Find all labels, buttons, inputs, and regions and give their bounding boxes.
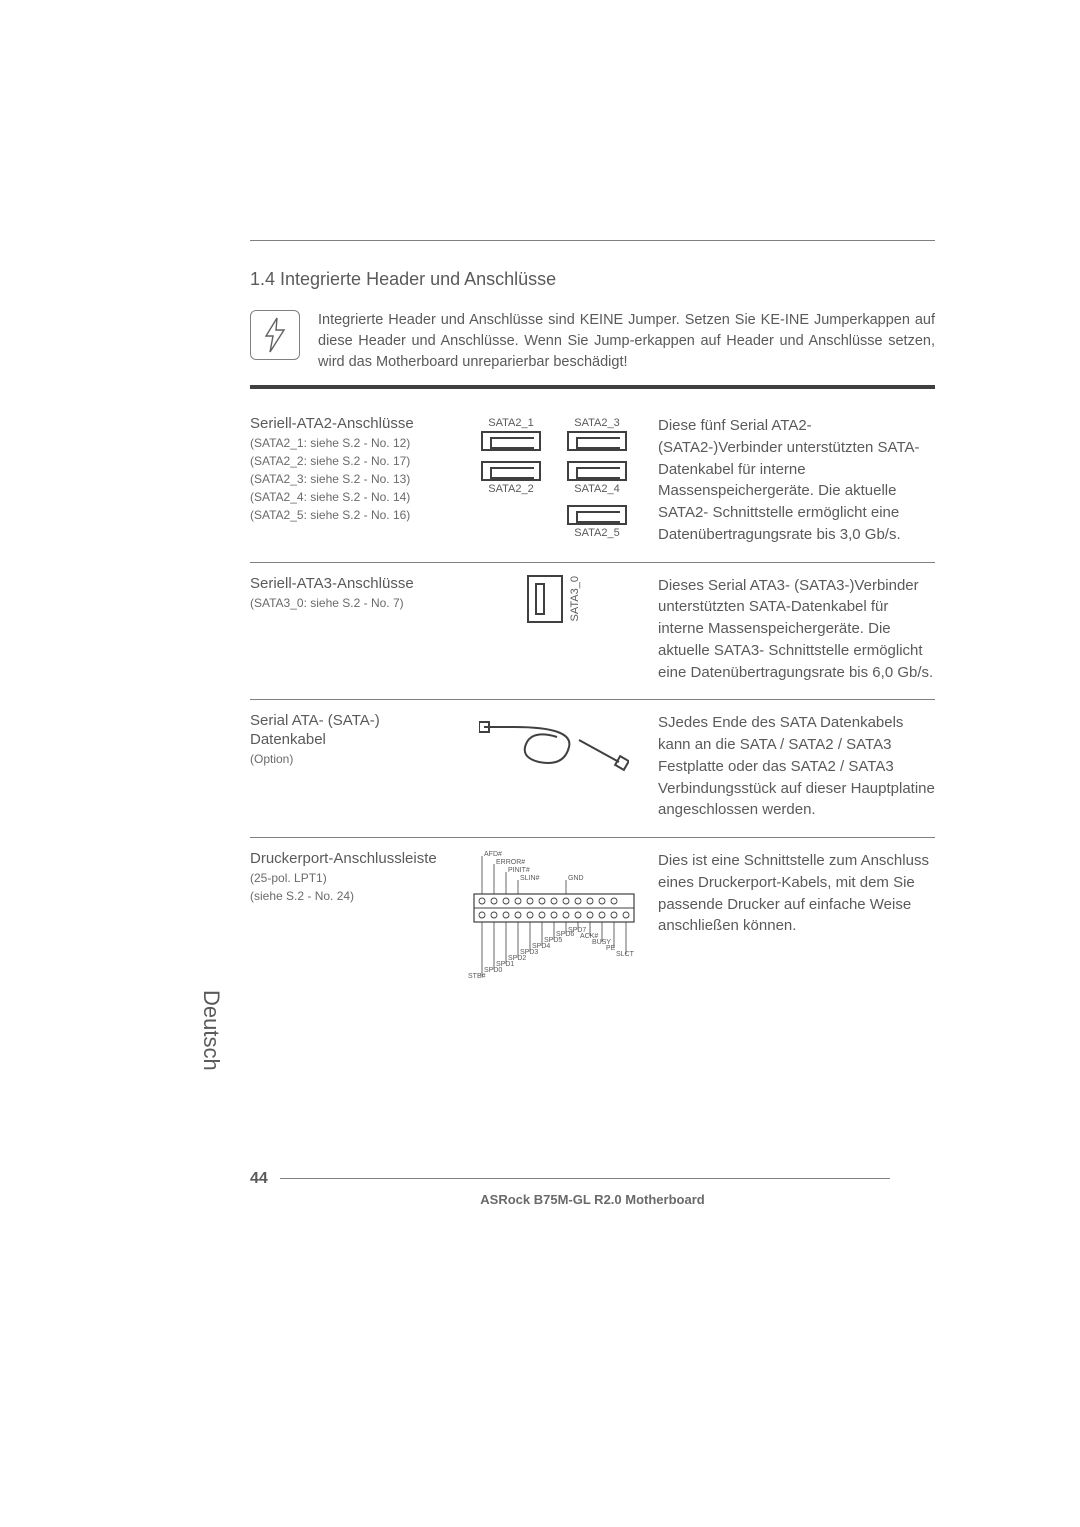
sata3-desc: Dieses Serial ATA3- (SATA3-)Verbinder un… <box>658 575 935 684</box>
page-number: 44 <box>250 1170 268 1188</box>
printer-block: Druckerport-Anschlussleiste (25-pol. LPT… <box>250 838 935 996</box>
pin-label: SPD3 <box>520 949 538 956</box>
pin-label: STB# <box>468 973 486 980</box>
pin-label: AFD# <box>484 851 502 858</box>
connector-icon <box>481 461 541 481</box>
sata3-title: Seriell-ATA3-Anschlüsse <box>250 575 450 592</box>
pin-label: SPD0 <box>484 967 502 974</box>
lightning-icon <box>250 310 300 360</box>
section-title: 1.4 Integrierte Header und Anschlüsse <box>250 269 935 290</box>
printer-title: Druckerport-Anschlussleiste <box>250 850 450 867</box>
printer-desc: Dies ist eine Schnittstelle zum Anschlus… <box>658 850 935 980</box>
pin-label: SPD4 <box>532 943 550 950</box>
pin-label: ERROR# <box>496 859 525 866</box>
pin-label: SLCT <box>616 951 635 958</box>
footer-rule <box>280 1178 890 1179</box>
connector-icon <box>567 431 627 451</box>
sata2-block: Seriell-ATA2-Anschlüsse (SATA2_1: siehe … <box>250 403 935 562</box>
page-footer: 44 ASRock B75M-GL R2.0 Motherboard <box>250 1170 935 1207</box>
cable-desc: SJedes Ende des SATA Datenkabels kann an… <box>658 712 935 821</box>
connector-icon <box>567 505 627 525</box>
thick-rule <box>250 385 935 389</box>
connector-label: SATA2_5 <box>560 527 634 539</box>
connector-label: SATA2_1 <box>474 417 548 429</box>
sata3-block: Seriell-ATA3-Anschlüsse (SATA3_0: siehe … <box>250 563 935 700</box>
pin-label: GND <box>568 875 584 882</box>
cable-title2: Datenkabel <box>250 731 450 748</box>
top-rule <box>250 240 935 241</box>
printer-diagram: AFD# ERROR# PINIT# SLIN# GND <box>464 850 644 980</box>
sata2-ref: (SATA2_2: siehe S.2 - No. 17) <box>250 452 450 470</box>
footer-text: ASRock B75M-GL R2.0 Motherboard <box>250 1192 935 1207</box>
cable-ref: (Option) <box>250 750 450 768</box>
sata2-ref: (SATA2_5: siehe S.2 - No. 16) <box>250 506 450 524</box>
warning-text: Integrierte Header und Anschlüsse sind K… <box>318 310 935 373</box>
sata2-ref: (SATA2_1: siehe S.2 - No. 12) <box>250 434 450 452</box>
sata2-title: Seriell-ATA2-Anschlüsse <box>250 415 450 432</box>
cable-diagram <box>464 712 644 821</box>
sata2-ref: (SATA2_4: siehe S.2 - No. 14) <box>250 488 450 506</box>
sata2-diagram: SATA2_1 SATA2_3 SATA2_2 SATA2_4 SATA2_5 <box>464 415 644 546</box>
cable-title: Serial ATA- (SATA-) <box>250 712 450 729</box>
pin-label: SPD5 <box>544 937 562 944</box>
sata2-desc: Diese fünf Serial ATA2- (SATA2-)Verbinde… <box>658 415 935 546</box>
connector-label: SATA2_3 <box>560 417 634 429</box>
connector-label: SATA2_4 <box>560 483 634 495</box>
printer-ref: (siehe S.2 - No. 24) <box>250 887 450 905</box>
connector-label: SATA2_2 <box>474 483 548 495</box>
printer-ref: (25-pol. LPT1) <box>250 869 450 887</box>
cable-block: Serial ATA- (SATA-) Datenkabel (Option) … <box>250 700 935 837</box>
warning-box: Integrierte Header und Anschlüsse sind K… <box>250 310 935 373</box>
sata2-ref: (SATA2_3: siehe S.2 - No. 13) <box>250 470 450 488</box>
sata3-ref: (SATA3_0: siehe S.2 - No. 7) <box>250 594 450 612</box>
pin-label: PE <box>606 945 616 952</box>
pin-label: SPD1 <box>496 961 514 968</box>
language-side-label: Deutsch <box>198 990 224 1071</box>
connector-label: SATA3_0 <box>569 576 581 621</box>
pin-label: SLIN# <box>520 875 540 882</box>
connector-icon <box>481 431 541 451</box>
connector-icon <box>567 461 627 481</box>
sata3-diagram: SATA3_0 <box>464 575 644 684</box>
pin-label: PINIT# <box>508 867 530 874</box>
pin-label: SPD2 <box>508 955 526 962</box>
connector-icon <box>527 575 563 623</box>
